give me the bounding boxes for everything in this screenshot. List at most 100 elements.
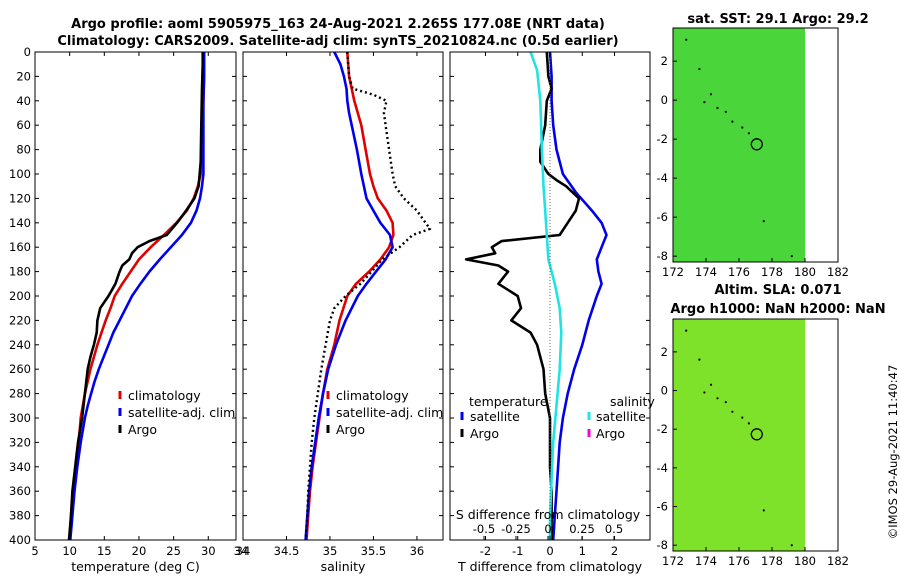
charts-layer: 0204060801001201401601802002202402602803…: [9, 12, 886, 574]
map_sst-xlabel-176: 176: [728, 265, 750, 279]
temperature-xlabel-25: 25: [166, 544, 181, 558]
diff-s-tick-label-1: -0.25: [501, 522, 531, 536]
temperature-series-2: [67, 52, 204, 541]
diff-legend-t-title: temperature: [469, 394, 548, 409]
depth-label-40: 40: [16, 94, 31, 108]
depth-label-340: 340: [9, 460, 31, 474]
depth-label-80: 80: [16, 143, 31, 157]
diff-s-tick-label-2: 0: [544, 522, 551, 536]
depth-label-280: 280: [9, 387, 31, 401]
map_sst-xlabel-174: 174: [695, 265, 717, 279]
depth-label-0: 0: [24, 45, 31, 59]
salinity-legend-label-2: Argo: [336, 422, 365, 437]
map_sla-island-4: [731, 410, 734, 413]
map-sla-title: Altim. SLA: 0.071: [715, 283, 842, 298]
map_sla-ylabel--8: -8: [657, 538, 668, 552]
diff-legend-s-argo-label: Argo: [596, 426, 625, 441]
salinity-frame: [242, 51, 444, 541]
map_sst-island-5: [741, 126, 744, 129]
map_sst-frame: [672, 27, 839, 263]
map_sst-ylabel-2: 2: [661, 54, 668, 68]
depth-label-260: 260: [9, 362, 31, 376]
map_sst-island-7: [703, 101, 706, 104]
map_sst-xlabel-182: 182: [827, 265, 849, 279]
difference-xlabel-2: 2: [611, 544, 618, 558]
map-sst-title: sat. SST: 29.1 Argo: 29.2: [687, 12, 868, 27]
temperature-series-0: [68, 52, 206, 541]
temperature-legend-label-0: climatology: [128, 388, 201, 403]
temperature-xlabel-15: 15: [97, 544, 112, 558]
title-line2: Climatology: CARS2009. Satellite-adj cli…: [57, 34, 618, 49]
map_sla-island-5: [741, 416, 744, 419]
temperature-xlabel-5: 5: [31, 544, 38, 558]
diff-legend-t-argo-label: Argo: [470, 426, 499, 441]
map_sla-xlabel-182: 182: [827, 554, 849, 568]
map_sst-island-4: [731, 120, 734, 123]
temperature-frame: [34, 51, 237, 541]
map_sst-xlabel-180: 180: [794, 265, 816, 279]
map_sla-ylabel--2: -2: [657, 422, 668, 436]
map_sla-ylabel--6: -6: [657, 500, 668, 514]
difference-xlabel--1: -1: [512, 544, 523, 558]
map_sla-xlabel-176: 176: [728, 554, 750, 568]
depth-label-20: 20: [16, 69, 31, 83]
diff-legend-s-title: salinity: [610, 394, 655, 409]
map_sst-island-1: [698, 67, 701, 71]
diff-legend-t-sat-label: satellite: [470, 409, 520, 424]
depth-label-240: 240: [9, 338, 31, 352]
diff-s-tick-label-0: -0.5: [473, 522, 495, 536]
depth-label-380: 380: [9, 509, 31, 523]
map_sst-island-0: [685, 38, 688, 41]
salinity-legend-label-1: satellite-adj. clim: [336, 405, 443, 420]
map_sst-xlabel-178: 178: [761, 265, 783, 279]
map_sla-xlabel-180: 180: [794, 554, 816, 568]
map_sla-island-2: [709, 383, 713, 386]
map_sla-field: [673, 319, 805, 551]
map_sst-island-10: [790, 255, 793, 258]
map_sla-ylabel--4: -4: [657, 461, 668, 475]
difference-axis-title: T difference from climatology: [457, 559, 643, 574]
title-line1: Argo profile: aoml 5905975_163 24-Aug-20…: [71, 17, 605, 32]
map_sst-island-9: [762, 220, 765, 223]
depth-label-300: 300: [9, 411, 31, 425]
salinity-xlabel-34: 34: [236, 544, 251, 558]
difference-xlabel-0: 0: [546, 544, 553, 558]
map_sla-frame: [672, 318, 839, 552]
difference-series-0: [548, 51, 608, 541]
diff-s-axis-title: S difference from climatology: [456, 507, 641, 522]
salinity-axis-title: salinity: [321, 559, 366, 574]
salinity-xlabel-36: 36: [410, 544, 425, 558]
salinity-series-2: [304, 51, 432, 541]
salinity-series-1: [304, 51, 394, 541]
map_sst-ylabel--2: -2: [657, 132, 668, 146]
depth-label-100: 100: [9, 167, 31, 181]
map_sst-island-8: [716, 106, 719, 110]
map_sst-xlabel-172: 172: [662, 265, 684, 279]
temperature-legend-label-2: Argo: [128, 422, 157, 437]
temperature-axis-title: temperature (deg C): [71, 559, 200, 574]
map_sla-xlabel-174: 174: [695, 554, 717, 568]
temperature-xlabel-30: 30: [201, 544, 216, 558]
depth-label-320: 320: [9, 435, 31, 449]
diff-s-tick-label-3: 0.25: [569, 522, 595, 536]
map_sst-float-marker: [750, 138, 763, 151]
map_sla-island-0: [685, 329, 688, 332]
map_sla-xlabel-178: 178: [761, 554, 783, 568]
difference-xlabel-1: 1: [579, 544, 586, 558]
temperature-xlabel-34: 34: [234, 544, 249, 558]
map_sst-ylabel--8: -8: [657, 249, 668, 263]
map-sla-title2: Argo h1000: NaN h2000: NaN: [670, 302, 885, 317]
depth-label-360: 360: [9, 484, 31, 498]
depth-label-60: 60: [16, 118, 31, 132]
map_sla-float-marker: [750, 428, 763, 441]
depth-label-180: 180: [9, 265, 31, 279]
temperature-series-1: [69, 52, 206, 541]
temperature-xlabel-10: 10: [62, 544, 77, 558]
map_sst-field: [673, 28, 805, 262]
map_sst-ylabel--6: -6: [657, 210, 668, 224]
depth-label-220: 220: [9, 313, 31, 327]
temperature-xlabel-20: 20: [132, 544, 147, 558]
difference-series-2: [529, 51, 563, 540]
map_sla-xlabel-172: 172: [662, 554, 684, 568]
